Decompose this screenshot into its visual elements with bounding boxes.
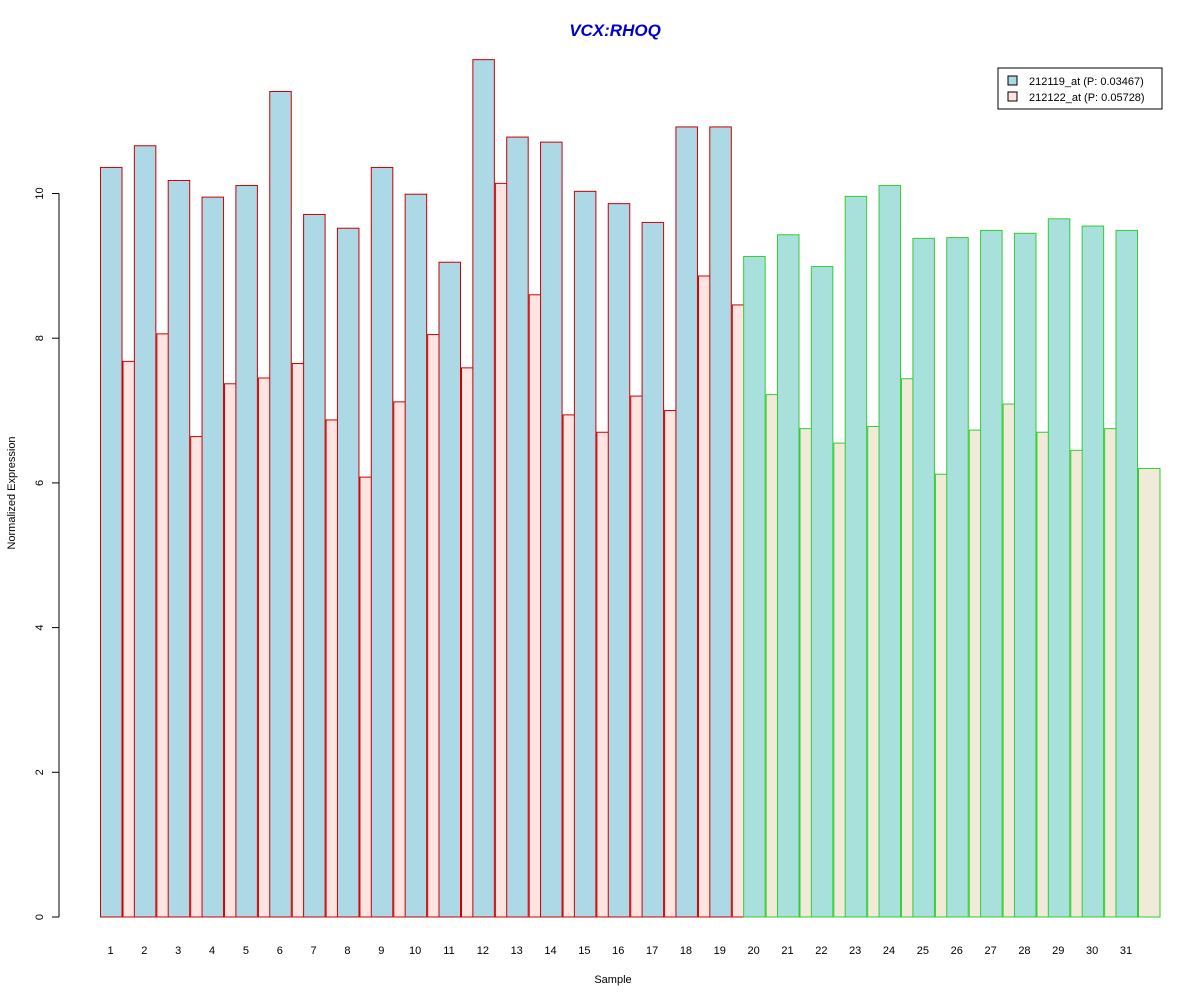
bar-series-1 <box>980 229 1003 918</box>
bar-series-1 <box>438 261 461 918</box>
bar-series-1 <box>235 185 258 918</box>
y-tick-label: 8 <box>34 335 46 341</box>
x-tick-label: 8 <box>344 945 350 957</box>
x-tick-label: 13 <box>511 945 523 957</box>
bar-series-1 <box>743 255 766 918</box>
bar-series-1 <box>912 237 935 918</box>
x-axis: 1 2 3 4 5 6 7 8 9 10 11 12 13 14 15 16 17 18 19 20 21 22 23 24 2… <box>107 945 1132 957</box>
x-tick-label: 6 <box>277 945 283 957</box>
x-tick-label: 26 <box>951 945 963 957</box>
x-tick-label: 5 <box>243 945 249 957</box>
y-tick-label: 10 <box>34 187 46 199</box>
x-tick-label: 20 <box>748 945 760 957</box>
bar-series-1 <box>946 237 969 918</box>
legend-label-series-1: 212119_at (P: 0.03467) <box>1029 76 1144 88</box>
x-tick-label: 14 <box>544 945 556 957</box>
x-tick-label: 27 <box>984 945 996 957</box>
x-tick-label: 31 <box>1120 945 1132 957</box>
x-tick-label: 10 <box>409 945 421 957</box>
bar-series-1 <box>573 190 597 918</box>
x-tick-label: 23 <box>849 945 861 957</box>
bar-series-1 <box>810 266 834 918</box>
bar-series-1 <box>540 141 563 918</box>
bar-series-1 <box>844 195 868 918</box>
bar-series-1 <box>303 213 326 918</box>
bar-series-1 <box>641 221 665 918</box>
x-tick-label: 21 <box>781 945 793 957</box>
bar-series-1 <box>370 166 394 918</box>
legend-box <box>997 67 1163 110</box>
x-tick-label: 7 <box>311 945 317 957</box>
bar-series-1 <box>1047 218 1071 918</box>
x-tick-label: 1 <box>107 945 113 957</box>
x-axis-label: Sample <box>594 974 631 986</box>
y-axis: 0 2 4 6 8 10 <box>34 187 60 920</box>
x-tick-label: 11 <box>443 945 454 957</box>
bar-series-1 <box>133 145 157 918</box>
bar-series-1 <box>1013 232 1037 918</box>
x-tick-label: 25 <box>917 945 929 957</box>
x-tick-label: 30 <box>1086 945 1098 957</box>
bar-series-1 <box>472 59 495 918</box>
bar-series-1 <box>777 234 800 918</box>
x-tick-label: 28 <box>1018 945 1030 957</box>
bar-series-1 <box>100 166 123 918</box>
x-tick-label: 3 <box>175 945 181 957</box>
x-tick-label: 19 <box>714 945 726 957</box>
y-tick-label: 4 <box>34 625 46 631</box>
x-tick-label: 15 <box>578 945 590 957</box>
x-tick-label: 9 <box>378 945 384 957</box>
legend-swatch-series-2 <box>1007 91 1018 102</box>
legend-swatch-series-1 <box>1007 75 1018 86</box>
x-tick-label: 17 <box>646 945 658 957</box>
x-tick-label: 29 <box>1052 945 1064 957</box>
x-tick-label: 16 <box>612 945 624 957</box>
bar-series-1 <box>336 227 360 918</box>
y-tick-label: 6 <box>34 480 46 486</box>
bar-series-1 <box>607 203 631 918</box>
x-tick-label: 12 <box>477 945 489 957</box>
bar-series-2 <box>1138 467 1161 918</box>
y-axis-label: Normalized Expression <box>6 436 18 549</box>
legend-label-series-2: 212122_at (P: 0.05728) <box>1029 92 1145 104</box>
x-tick-label: 24 <box>883 945 895 957</box>
bar-series-1 <box>201 196 225 918</box>
legend: 212119_at (P: 0.03467) 212122_at (P: 0.0… <box>997 67 1163 110</box>
bar-series-1 <box>269 90 292 918</box>
bar-series-1 <box>506 136 529 918</box>
bars-group <box>100 59 1161 918</box>
bar-series-1 <box>404 193 428 918</box>
bar-series-1 <box>167 179 191 918</box>
x-tick-label: 2 <box>141 945 147 957</box>
y-tick-label: 0 <box>34 914 46 920</box>
x-tick-label: 18 <box>680 945 692 957</box>
chart-title: VCX:RHOQ <box>569 21 661 40</box>
bar-series-1 <box>1081 225 1105 918</box>
bar-series-1 <box>709 126 732 918</box>
y-tick-label: 2 <box>34 769 46 775</box>
bar-series-1 <box>878 185 902 918</box>
x-tick-label: 22 <box>815 945 827 957</box>
x-tick-label: 4 <box>209 945 215 957</box>
bar-series-1 <box>1115 229 1138 918</box>
bar-series-1 <box>675 126 698 918</box>
